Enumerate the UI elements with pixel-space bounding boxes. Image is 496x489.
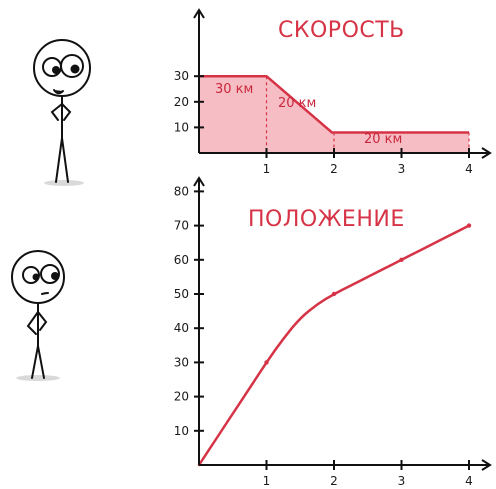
c2-x-tick-label-3: 3 [398,474,406,488]
c2-y-tick-label-50: 50 [174,287,189,301]
c1-y-tick-label-30: 30 [174,69,189,83]
c2-y-tick-label-60: 60 [174,253,189,267]
c1-y-tick-label-20: 20 [174,95,189,109]
stick-figure-excited [33,39,91,186]
position-point-8 [331,291,337,297]
velocity-area-label-3: 20 км [364,132,402,147]
c2-x-tick-label-2: 2 [330,474,338,488]
position-point-16 [466,223,472,228]
c2-x-tick-label-4: 4 [465,474,473,488]
velocity-area-label-2: 20 км [278,96,316,111]
position-chart: 1 2 3 4 10 20 30 40 50 60 70 80 ПОЛОЖЕНИЕ [174,176,492,488]
c1-y-tick-label-10: 10 [174,120,189,134]
position-y-axis-arrow [193,176,205,187]
figure2-shadow [16,375,60,381]
c1-x-tick-label-3: 3 [398,162,406,176]
c2-y-tick-label-20: 20 [174,390,189,404]
position-title: ПОЛОЖЕНИЕ [248,207,405,232]
position-y-ticks: 10 20 30 40 50 60 70 80 [174,184,204,438]
stick-figure-calm [11,250,65,381]
c2-x-tick-label-1: 1 [263,474,271,488]
figure1-shadow [44,180,84,186]
position-x-axis-arrow [481,459,492,471]
c2-y-tick-label-30: 30 [174,355,189,369]
position-point-4 [264,360,269,365]
c2-y-tick-label-40: 40 [174,321,189,335]
velocity-area-label-1: 30 км [215,82,253,97]
c2-y-tick-label-10: 10 [174,424,189,438]
c1-x-tick-label-1: 1 [263,162,271,176]
figure2-mouth [41,292,49,295]
c1-x-tick-label-2: 2 [330,162,338,176]
c2-y-tick-label-80: 80 [174,184,189,198]
velocity-chart: 1 2 3 4 10 20 30 СКОРОСТЬ 30 км 20 км 20 км [174,8,492,176]
velocity-x-axis-arrow [481,147,492,159]
position-x-ticks: 1 2 3 4 [263,460,473,488]
velocity-y-axis-arrow [193,8,205,19]
c1-x-tick-label-4: 4 [465,162,473,176]
velocity-x-ticks: 1 2 3 4 [263,148,473,176]
velocity-y-ticks: 10 20 30 [174,69,204,134]
position-point-12 [399,257,404,262]
velocity-line [199,74,469,134]
velocity-title: СКОРОСТЬ [278,18,405,43]
position-line [197,224,471,467]
figure1-mouth [53,89,64,95]
c2-y-tick-label-70: 70 [174,219,189,233]
